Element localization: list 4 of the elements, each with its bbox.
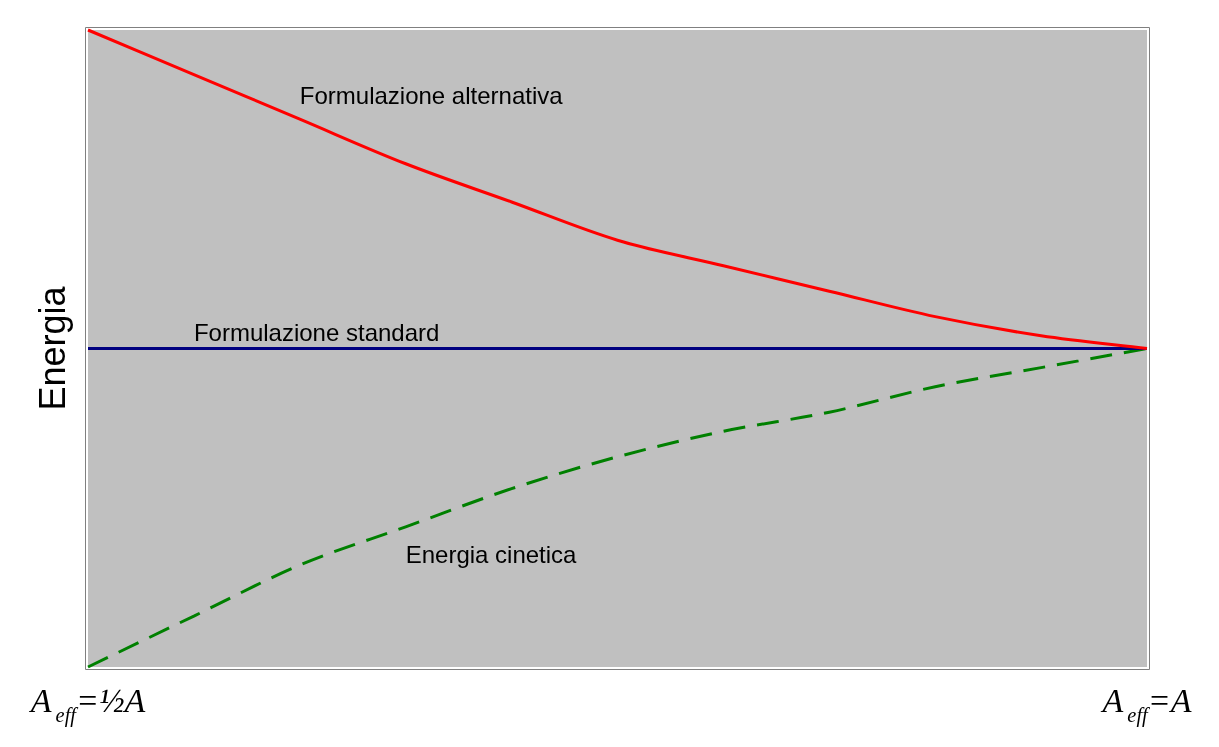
series-label: Formulazione standard: [193, 319, 440, 347]
series-label: Energia cinetica: [405, 541, 578, 569]
y-axis-title: Energia: [32, 285, 73, 411]
series-label: Formulazione alternativa: [299, 81, 564, 109]
